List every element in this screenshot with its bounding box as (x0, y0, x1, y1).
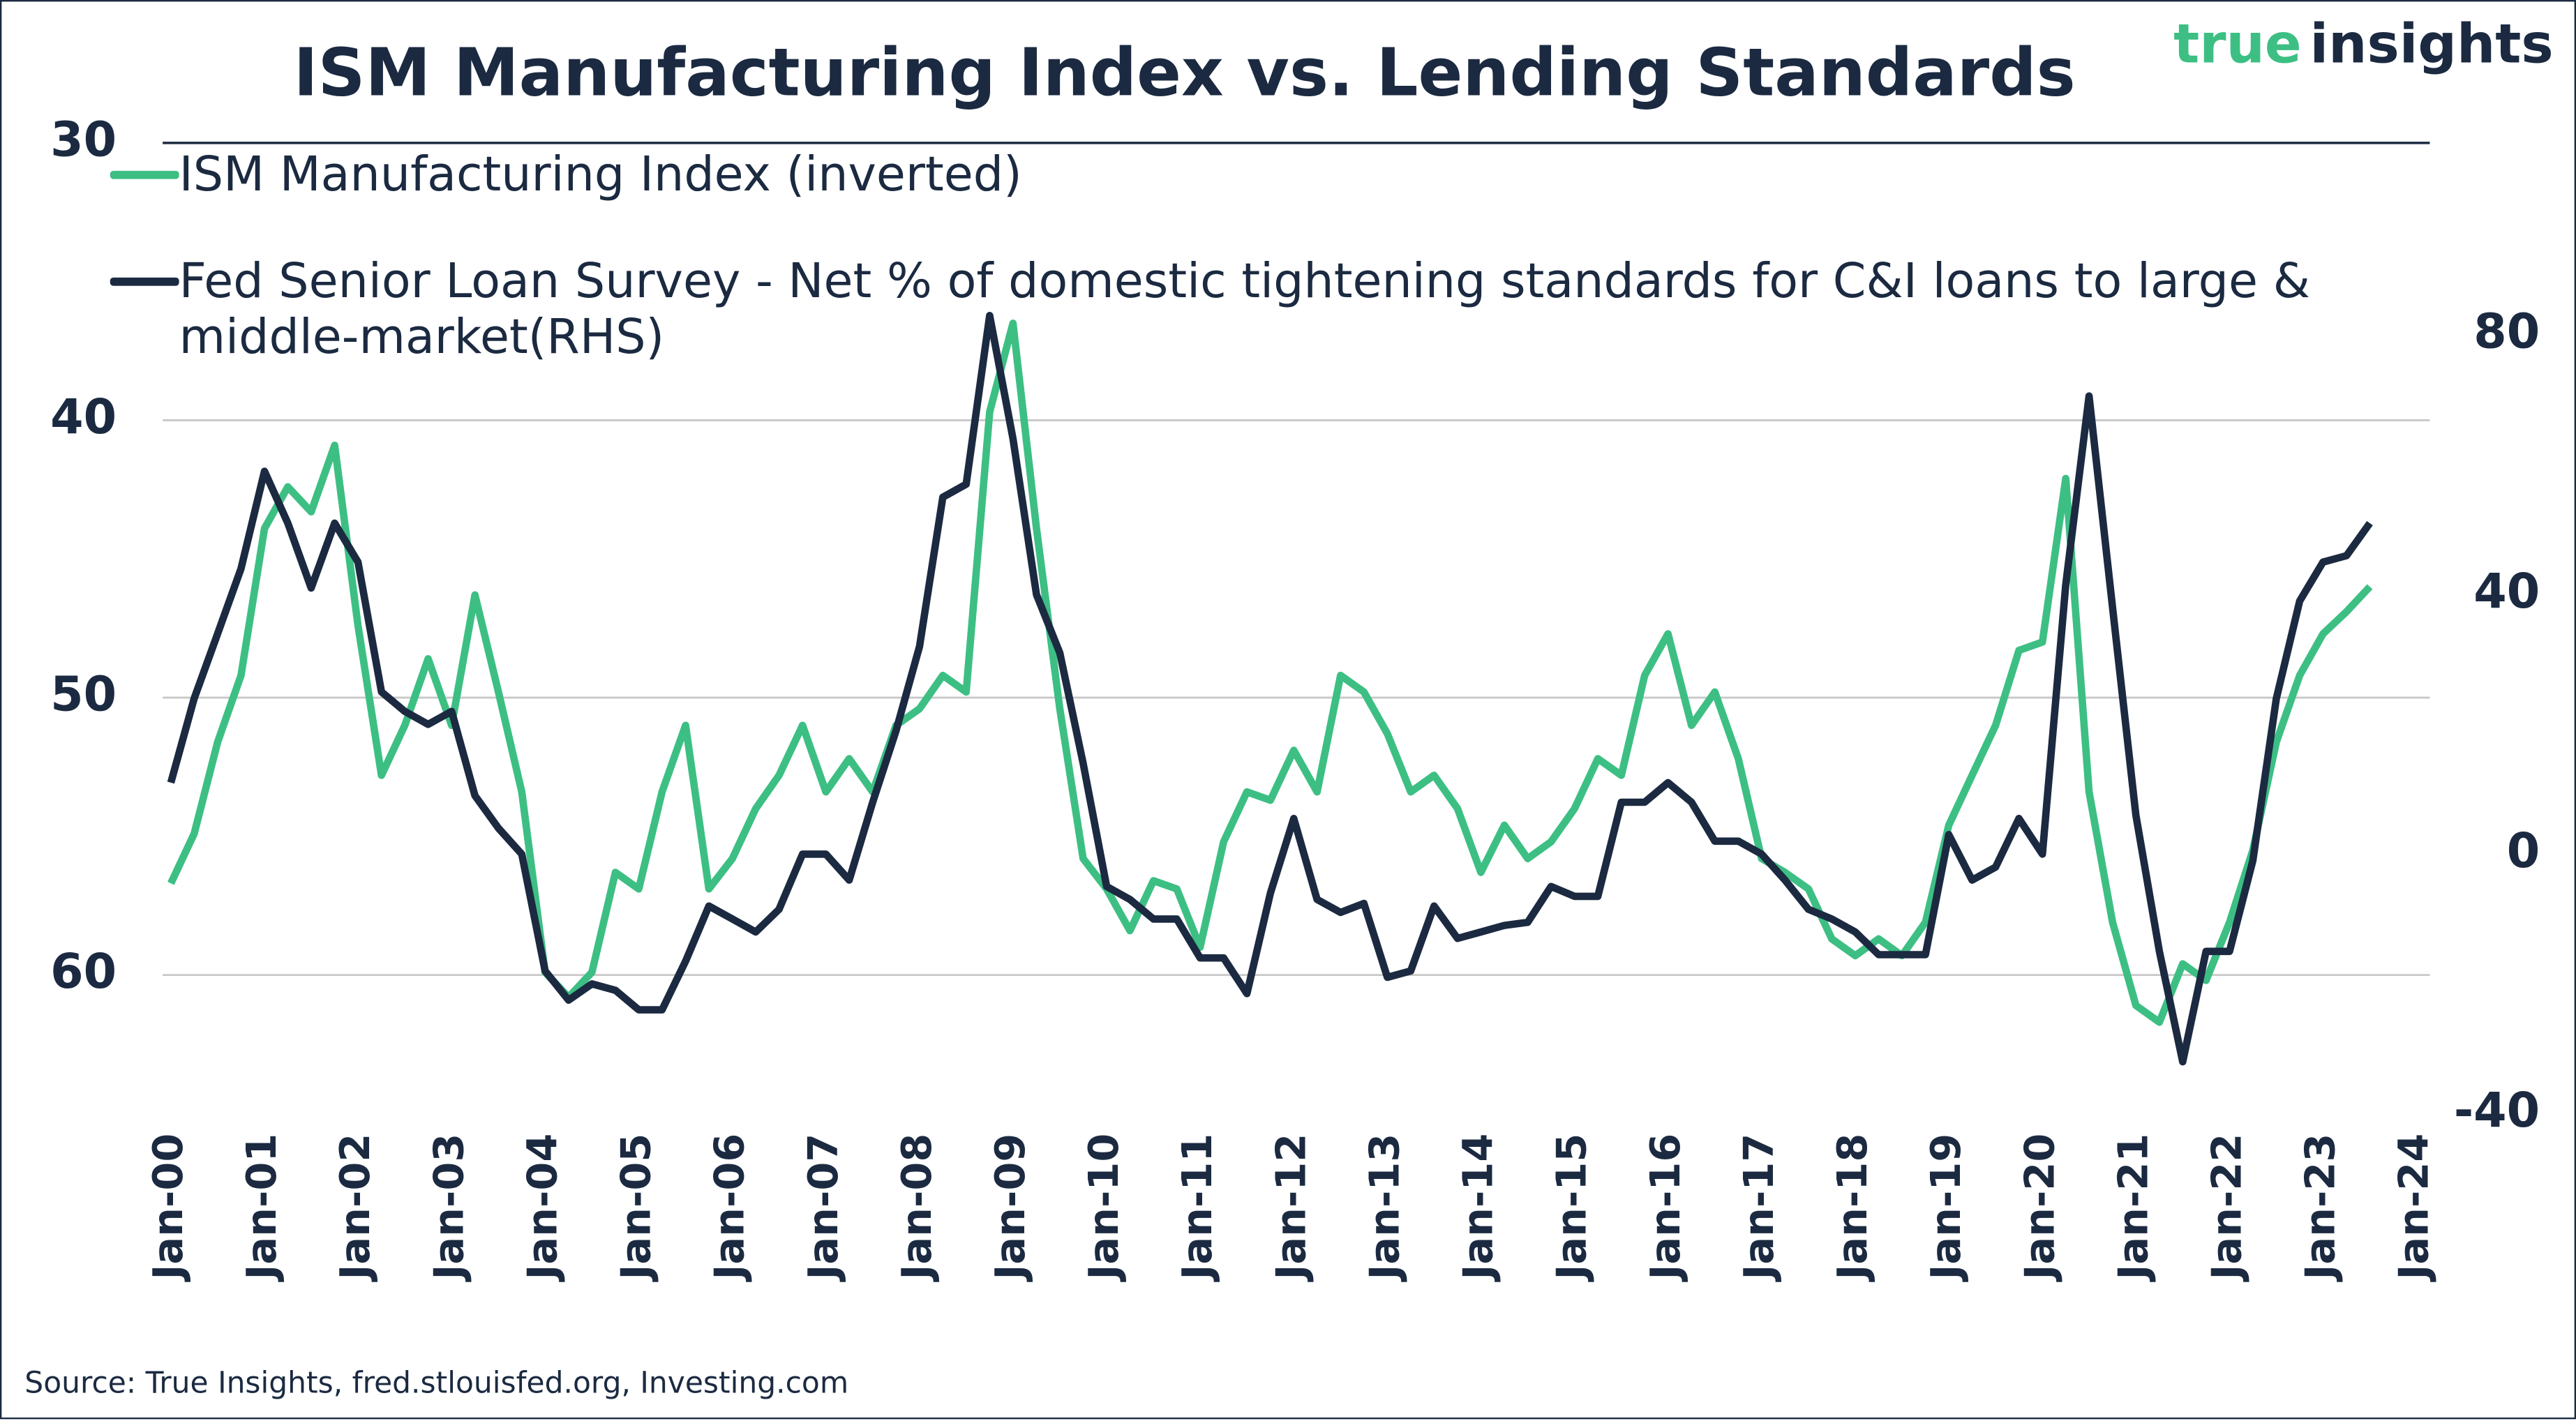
legend-swatch (110, 277, 179, 286)
x-tick-label: Jan-10 (1079, 1134, 1128, 1283)
x-tick-label: Jan-21 (2109, 1134, 2157, 1283)
y2-tick-label: 40 (2473, 564, 2540, 619)
x-tick-label: Jan-07 (799, 1134, 847, 1283)
legend-label: Fed Senior Loan Survey - Net % of domest… (179, 253, 2310, 365)
legend-swatch (110, 170, 179, 179)
x-tick-label: Jan-05 (612, 1134, 660, 1283)
x-tick-label: Jan-11 (1173, 1134, 1221, 1283)
legend-item: ISM Manufacturing Index (inverted) (110, 146, 2443, 202)
x-tick-label: Jan-23 (2296, 1134, 2344, 1283)
y-tick-label: 30 (50, 112, 117, 167)
x-tick-label: Jan-09 (986, 1134, 1034, 1283)
x-tick-label: Jan-06 (705, 1134, 754, 1283)
y2-tick-label: 0 (2507, 824, 2540, 879)
y2-tick-label: 80 (2473, 305, 2540, 360)
x-tick-label: Jan-15 (1548, 1134, 1596, 1283)
x-tick-label: Jan-24 (2390, 1134, 2438, 1283)
chart-title: ISM Manufacturing Index vs. Lending Stan… (294, 36, 2076, 112)
y2-tick-label: -40 (2454, 1083, 2540, 1138)
y-tick-label: 40 (50, 390, 117, 445)
x-tick-label: Jan-12 (1266, 1134, 1315, 1283)
series-line (167, 319, 2373, 1026)
legend-item: Fed Senior Loan Survey - Net % of domest… (110, 253, 2443, 365)
x-tick-label: Jan-20 (2015, 1134, 2063, 1283)
legend-label: ISM Manufacturing Index (inverted) (179, 146, 1022, 202)
x-tick-label: Jan-22 (2202, 1134, 2250, 1283)
x-tick-label: Jan-17 (1735, 1134, 1783, 1283)
y-tick-label: 50 (50, 668, 117, 723)
y-tick-label: 60 (50, 945, 117, 1000)
x-tick-label: Jan-18 (1828, 1134, 1876, 1283)
x-tick-label: Jan-01 (237, 1134, 285, 1283)
x-tick-label: Jan-03 (424, 1134, 472, 1283)
legend: ISM Manufacturing Index (inverted) Fed Se… (110, 146, 2443, 416)
x-tick-label: Jan-16 (1641, 1134, 1689, 1283)
brand-second: insights (2310, 13, 2554, 76)
x-tick-label: Jan-14 (1454, 1134, 1502, 1283)
x-tick-label: Jan-19 (1922, 1134, 1970, 1283)
x-tick-label: Jan-02 (331, 1134, 379, 1283)
x-tick-label: Jan-00 (144, 1134, 192, 1283)
x-tick-label: Jan-08 (892, 1134, 941, 1283)
brand-first: true (2173, 13, 2301, 76)
series-line (167, 312, 2373, 1066)
source-note: Source: True Insights, fred.stlouisfed.o… (24, 1365, 848, 1399)
x-tick-label: Jan-13 (1360, 1134, 1408, 1283)
x-tick-label: Jan-04 (518, 1134, 566, 1283)
